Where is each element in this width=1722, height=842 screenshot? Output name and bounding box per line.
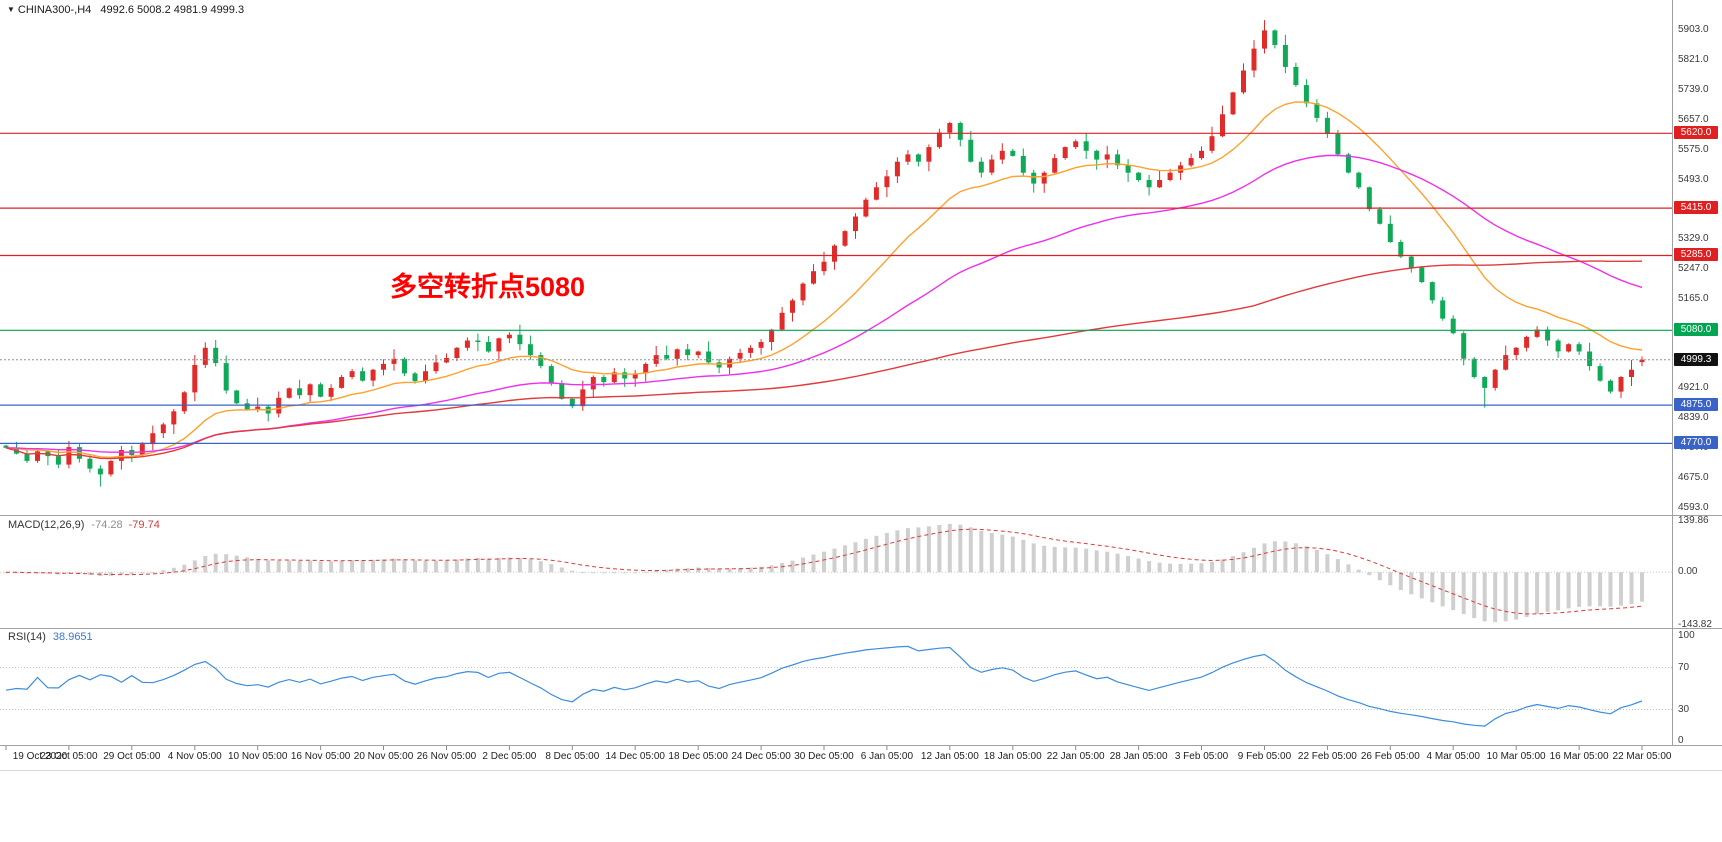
candlestick-series — [3, 20, 1645, 487]
ma-medium-line — [5, 154, 1643, 454]
macd-indicator-label: MACD(12,26,9) -74.28 -79.74 — [8, 519, 160, 531]
horizontal-scrollbar-area[interactable] — [0, 771, 1722, 842]
macd-signal-value: -79.74 — [128, 519, 160, 531]
symbol-ohlc-values: 4992.6 5008.2 4981.9 4999.3 — [100, 4, 245, 16]
macd-title: MACD(12,26,9) — [8, 519, 85, 531]
rsi-indicator-label: RSI(14) 38.9651 — [8, 631, 93, 643]
macd-signal-line — [6, 528, 1643, 615]
ma-fast-line — [5, 101, 1643, 459]
rsi-value: 38.9651 — [52, 631, 93, 643]
rsi-line — [5, 645, 1643, 727]
rsi-title: RSI(14) — [8, 631, 46, 643]
symbol-name: CHINA300-,H4 — [17, 4, 92, 16]
collapse-triangle-icon[interactable]: ▼ — [7, 5, 15, 14]
macd-main-value: -74.28 — [91, 519, 123, 531]
symbol-bar: ▼ CHINA300-,H4 4992.6 5008.2 4981.9 4999.… — [7, 4, 244, 16]
price-annotation: 多空转折点5080 — [390, 272, 586, 302]
ma-slow-line — [5, 260, 1643, 460]
macd-histogram — [4, 523, 1644, 623]
